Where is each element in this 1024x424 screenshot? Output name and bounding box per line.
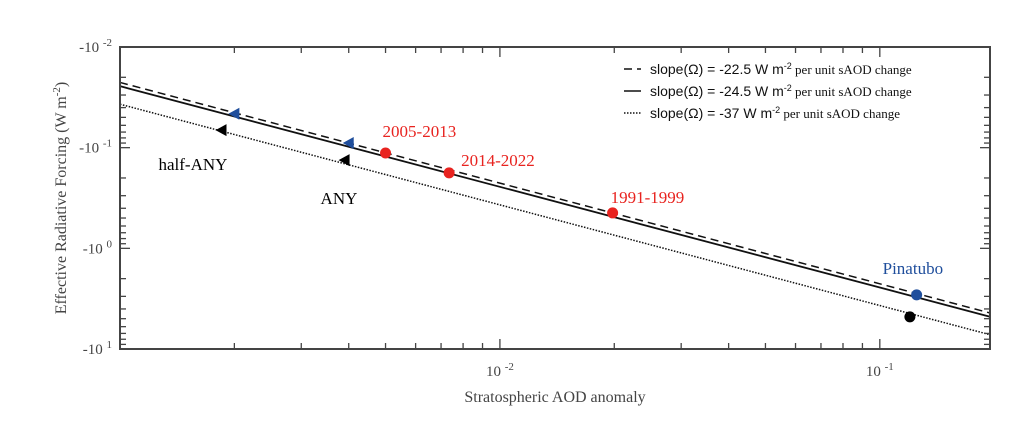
x-tick-label: 10 -2 <box>486 361 514 380</box>
fit-line-dashed <box>119 81 991 314</box>
y-tick-label: -10 -2 <box>79 37 112 56</box>
legend-entry: slope(Ω) = -22.5 W m-2 per unit sAOD cha… <box>650 61 912 77</box>
fit-line-solid <box>119 85 991 318</box>
data-point-circle <box>911 289 923 301</box>
data-point-circle <box>904 311 916 323</box>
data-point-triangle <box>228 107 240 120</box>
data-point-circle <box>380 147 392 159</box>
y-tick-label: -10 -1 <box>79 138 112 157</box>
fit-lines <box>119 81 991 336</box>
data-point-circle <box>443 167 455 179</box>
legend: slope(Ω) = -22.5 W m-2 per unit sAOD cha… <box>624 61 912 121</box>
data-point-triangle <box>342 137 354 150</box>
data-point-circle <box>607 207 619 219</box>
legend-entry: slope(Ω) = -24.5 W m-2 per unit sAOD cha… <box>650 83 912 99</box>
point-label: half-ANY <box>159 155 228 174</box>
x-axis-label: Stratospheric AOD anomaly <box>464 389 645 406</box>
point-label: ANY <box>321 189 358 208</box>
fit-line-dotted <box>119 103 991 336</box>
data-point-triangle <box>338 154 350 167</box>
x-tick-label: 10 -1 <box>866 361 894 380</box>
point-label: 2005-2013 <box>383 122 457 141</box>
plot-frame <box>119 46 991 350</box>
point-label: 2014-2022 <box>461 151 535 170</box>
y-axis-label: Effective Radiative Forcing (W m-2) <box>51 82 70 315</box>
y-tick-label: -10 1 <box>83 339 112 358</box>
legend-entry: slope(Ω) = -37 W m-2 per unit sAOD chang… <box>650 105 900 121</box>
y-tick-label: -10 0 <box>83 238 113 257</box>
point-label: 1991-1999 <box>611 188 685 207</box>
point-label: Pinatubo <box>883 259 943 278</box>
data-point-triangle <box>215 124 227 137</box>
